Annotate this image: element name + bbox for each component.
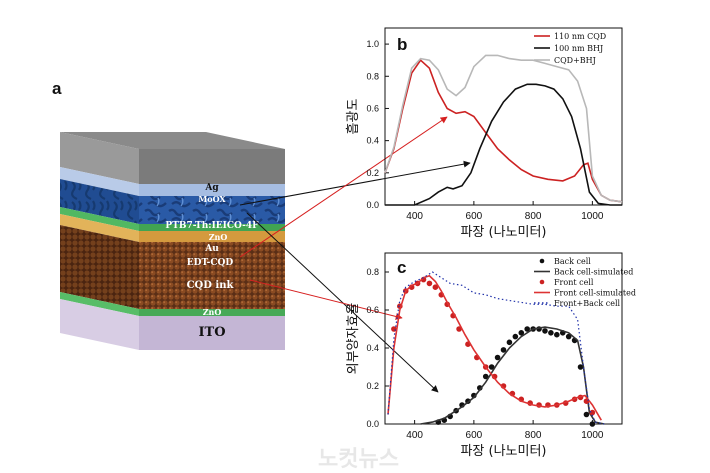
- plot-frame: [384, 27, 623, 206]
- y-axis-label: 흡광도: [346, 99, 361, 135]
- data-point: [432, 284, 439, 291]
- layer-top-ag: [60, 132, 285, 149]
- series-line: [420, 326, 605, 425]
- data-point: [488, 364, 495, 370]
- chart-absorbance: 400 600 800 1000 0.0 0.2 0.4 0.6 0.8 1.0 파장 (나노미터)…: [346, 27, 623, 240]
- series-cqd-bhj: [384, 54, 623, 203]
- y-tick-label: 0.0: [366, 200, 379, 210]
- data-point: [426, 280, 433, 287]
- legend-swatch: [539, 279, 545, 285]
- data-point: [548, 330, 554, 336]
- series-110-nm-cqd: [384, 58, 623, 203]
- y-tick-label: 0.6: [366, 103, 379, 113]
- y-tick-label: 0.4: [366, 343, 379, 353]
- legend-entry: Front+Back cell: [554, 299, 621, 308]
- panel-label-a: a: [52, 79, 62, 98]
- data-point: [482, 373, 489, 380]
- y-tick-label: 0.8: [366, 267, 379, 277]
- x-axis-label: 파장 (나노미터): [460, 225, 546, 240]
- y-tick-label: 0.8: [366, 71, 379, 81]
- y-tick-label: 0.6: [366, 305, 379, 315]
- plot-frame: [384, 252, 623, 425]
- series-100-nm-bhj: [385, 83, 622, 206]
- legend-entry: Front cell: [554, 278, 594, 287]
- series-back-cell-simulated: [420, 326, 605, 425]
- y-tick-label: 0.4: [366, 136, 379, 146]
- y-axis-label: 외부양자효율: [346, 303, 361, 375]
- legend-entry: 100 nm BHJ: [554, 44, 603, 53]
- data-point: [583, 411, 590, 418]
- x-axis-label: 파장 (나노미터): [460, 444, 546, 459]
- data-point: [494, 354, 501, 361]
- layer-label-au: Au: [204, 244, 219, 254]
- y-tick-label: 0.2: [366, 168, 379, 178]
- arrow-cqd-to-absorbance: [239, 116, 448, 258]
- series-front-cell: [391, 276, 596, 416]
- layer-label-moox: MoOX: [198, 194, 226, 204]
- x-tick-label: 800: [525, 430, 542, 441]
- data-point: [589, 421, 596, 427]
- layer-label-zno-top: ZnO: [209, 232, 228, 242]
- data-point: [554, 331, 560, 338]
- layer-label-active: PTB7-Th:IEICO-4F: [165, 221, 259, 231]
- x-tick-label: 600: [466, 211, 483, 222]
- data-point: [565, 333, 572, 340]
- x-tick-label: 800: [525, 211, 542, 222]
- layer-label-edt: EDT-CQD: [187, 258, 234, 268]
- legend-entry: Back cell: [554, 257, 591, 266]
- series-line: [387, 274, 602, 421]
- legend: 110 nm CQD 100 nm BHJ CQD+BHJ: [534, 32, 606, 65]
- layer-label-zno-bottom: ZnO: [203, 307, 222, 317]
- data-point: [518, 330, 525, 336]
- legend-entry: CQD+BHJ: [554, 56, 596, 65]
- y-tick-label: 0.2: [366, 381, 379, 391]
- data-point: [542, 328, 548, 334]
- series-line: [387, 271, 605, 425]
- y-tick-label: 0.0: [366, 419, 379, 429]
- connector-arrows: [239, 116, 471, 393]
- data-point: [524, 326, 531, 332]
- layer-label-ag: Ag: [204, 183, 219, 193]
- layer-label-cqd: CQD ink: [187, 280, 235, 291]
- x-tick-label: 400: [406, 211, 423, 222]
- x-tick-label: 400: [406, 430, 423, 441]
- series-front-cell-simulated: [387, 274, 602, 421]
- y-tick-label: 1.0: [366, 39, 379, 49]
- legend-swatch: [539, 258, 545, 264]
- series-line: [384, 54, 623, 203]
- layer-label-ito: ITO: [198, 325, 225, 340]
- device-stack-diagram: [60, 132, 285, 350]
- arrow-cqd-to-eqe: [249, 279, 403, 320]
- series-line: [385, 83, 622, 206]
- arrow-bhj-to-eqe: [246, 212, 439, 393]
- x-tick-label: 600: [466, 430, 483, 441]
- series-line: [384, 58, 623, 203]
- data-point: [506, 339, 513, 346]
- x-tick-label: 1000: [581, 430, 604, 441]
- arrow-bhj-to-absorbance: [239, 160, 471, 206]
- data-point: [500, 347, 507, 353]
- x-tick-label: 1000: [581, 211, 604, 222]
- legend-entry: 110 nm CQD: [554, 32, 606, 41]
- panel-label-b: b: [397, 35, 407, 54]
- data-point: [512, 333, 519, 340]
- data-point: [577, 364, 584, 370]
- panel-label-c: c: [397, 258, 406, 277]
- watermark: 노컷뉴스: [318, 446, 399, 471]
- legend-entry: Back cell-simulated: [554, 268, 633, 277]
- chart-eqe: 400 600 800 1000 0.0 0.2 0.4 0.6 0.8 파장 (나노미터) 외부양…: [346, 252, 636, 459]
- legend-entry: Front cell-simulated: [554, 289, 636, 298]
- series-front-back-cell: [387, 271, 605, 425]
